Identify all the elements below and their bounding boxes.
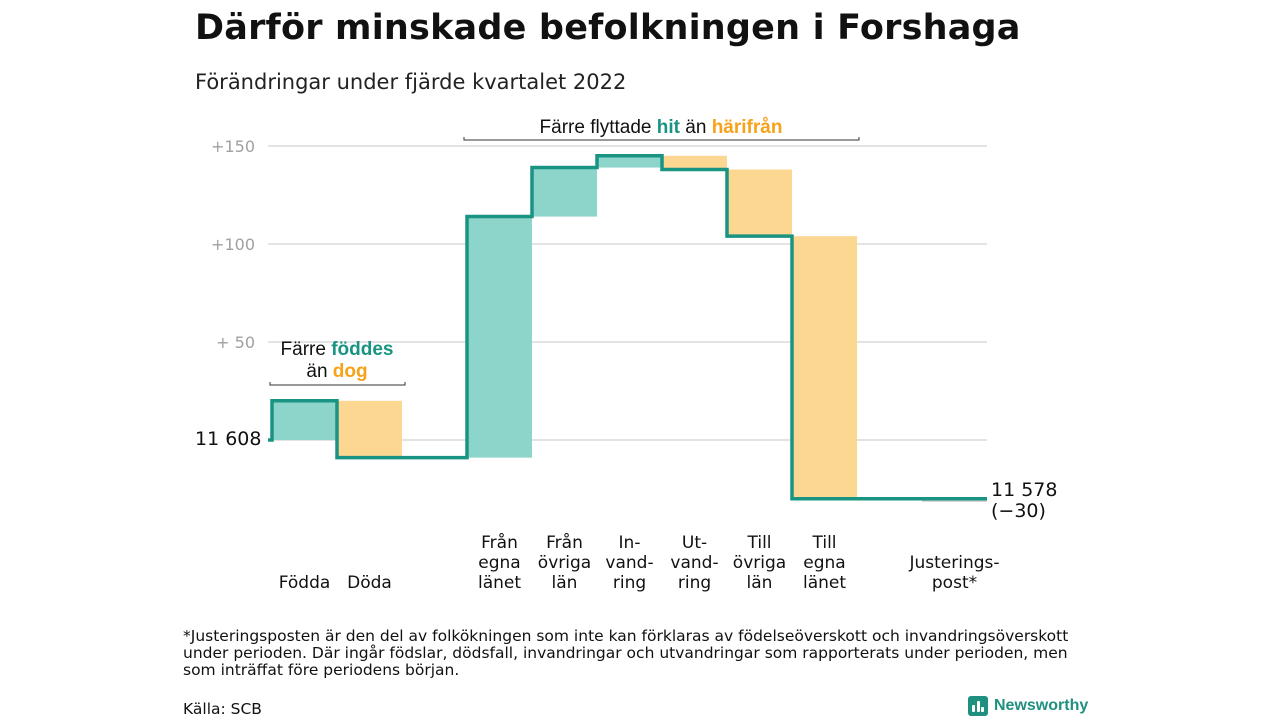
annotation-text: Färre föddes: [281, 339, 394, 360]
end-value-label: 11 578: [991, 479, 1057, 501]
annotation-span: Färre: [281, 339, 332, 360]
category-label: egna: [803, 553, 845, 573]
annotation-text: Färre flyttade hit än härifrån: [540, 117, 783, 138]
category-label: egna: [478, 553, 520, 573]
bar-chart-icon: [968, 696, 988, 716]
cumulative-step-line: [268, 154, 987, 501]
footnote: *Justeringsposten är den del av folkökni…: [183, 627, 1069, 679]
chart-title: Därför minskade befolkningen i Forshaga: [195, 8, 1021, 48]
category-label: Födda: [279, 573, 331, 593]
annotation-span: än: [306, 361, 332, 382]
waterfall-bar: [272, 400, 337, 440]
category-label: länet: [478, 573, 521, 593]
category-label: övriga: [733, 553, 786, 573]
waterfall-bar: [532, 167, 597, 217]
annotation-span: än: [680, 117, 712, 138]
waterfall-bar: [597, 155, 662, 168]
category-label: vand-: [605, 553, 653, 573]
category-label: Ut-: [682, 533, 707, 553]
category-label: Från: [546, 532, 583, 553]
annotation-span: Färre flyttade: [540, 117, 657, 138]
y-tick-label: + 50: [216, 333, 255, 352]
annotation-text: än dog: [306, 361, 367, 382]
annotation-span: hit: [657, 117, 681, 138]
annotation-span: föddes: [331, 339, 393, 360]
start-value-label: 11 608: [195, 428, 261, 450]
category-label: Till: [746, 533, 771, 553]
brand-name: Newsworthy: [994, 697, 1089, 714]
y-tick-label: +150: [211, 137, 255, 156]
annotation-bracket: [269, 382, 406, 386]
annotation-bracket: [463, 137, 860, 141]
category-label: länet: [803, 573, 846, 593]
brand-logo: Newsworthy: [968, 696, 1088, 716]
category-label: län: [747, 573, 773, 593]
y-tick-label: +100: [211, 235, 255, 254]
waterfall-chart: + 50 +100 +150 11 608 11 578(−30) Födda Döda Fr…: [195, 117, 1057, 593]
category-label: Döda: [347, 573, 392, 593]
category-label: Justerings-: [908, 553, 999, 573]
category-label: Från: [481, 532, 518, 553]
waterfall-bar: [662, 155, 727, 170]
annotation-span: dog: [333, 361, 368, 382]
category-label: post*: [932, 573, 977, 593]
category-label: In-: [619, 533, 641, 553]
waterfall-bar: [727, 169, 792, 237]
source-label: Källa: SCB: [183, 700, 262, 718]
annotation-span: härifrån: [712, 117, 783, 138]
waterfall-bar: [467, 216, 532, 458]
category-label: övriga: [538, 553, 591, 573]
waterfall-bar: [337, 400, 402, 458]
category-label: ring: [678, 573, 711, 593]
end-value-label: (−30): [991, 500, 1046, 522]
category-label: Till: [811, 533, 836, 553]
waterfall-bar: [792, 236, 857, 499]
category-label: ring: [613, 573, 646, 593]
category-label: län: [552, 573, 578, 593]
category-label: vand-: [670, 553, 718, 573]
chart-subtitle: Förändringar under fjärde kvartalet 2022: [195, 70, 627, 94]
